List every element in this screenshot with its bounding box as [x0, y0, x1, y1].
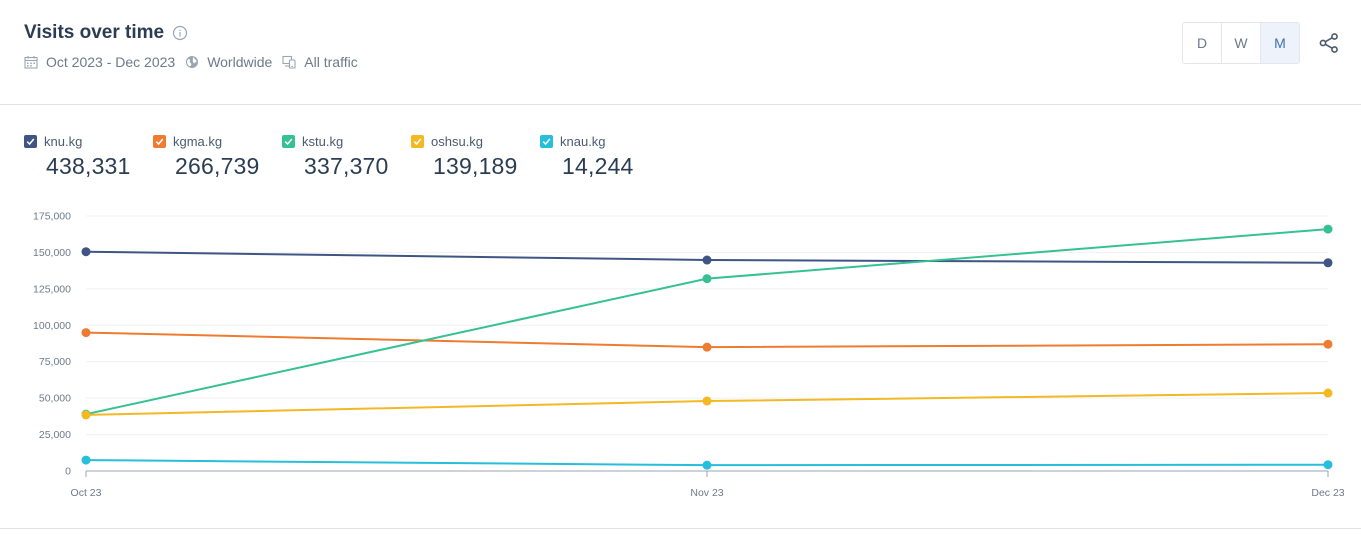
legend-total: 438,331	[46, 153, 131, 179]
traffic-filter[interactable]: All traffic	[282, 54, 358, 70]
data-point-kstu.kg	[1323, 224, 1333, 234]
chart-legend: knu.kg 438,331 kgma.kg 266,739 kstu.kg 3…	[24, 133, 669, 180]
check-icon	[155, 138, 164, 145]
y-tick-label: 50,000	[39, 393, 71, 405]
legend-item-knu[interactable]: knu.kg 438,331	[24, 133, 153, 180]
legend-label: kgma.kg	[173, 133, 223, 149]
legend-item-kstu[interactable]: kstu.kg 337,370	[282, 133, 411, 180]
region-filter[interactable]: Worldwide	[185, 54, 272, 70]
legend-item-kgma[interactable]: kgma.kg 266,739	[153, 133, 282, 180]
check-icon	[284, 138, 293, 145]
y-tick-label: 100,000	[33, 320, 71, 332]
granularity-toggle: D W M	[1182, 22, 1300, 64]
y-tick-label: 25,000	[39, 429, 71, 441]
data-point-kgma.kg	[81, 328, 91, 338]
x-tick-label: Dec 23	[1311, 487, 1344, 499]
data-point-oshsu.kg	[702, 396, 712, 406]
filter-summary: Oct 2023 - Dec 2023 Worldwide All traffi…	[24, 54, 368, 70]
y-tick-label: 0	[65, 466, 71, 478]
legend-label: kstu.kg	[302, 133, 344, 149]
legend-total: 139,189	[433, 153, 518, 179]
legend-item-oshsu[interactable]: oshsu.kg 139,189	[411, 133, 540, 180]
footer-divider	[0, 528, 1361, 529]
calendar-icon	[24, 56, 38, 69]
date-range-text: Oct 2023 - Dec 2023	[46, 54, 176, 70]
legend-total: 266,739	[175, 153, 260, 179]
granularity-day-button[interactable]: D	[1183, 23, 1222, 63]
share-icon[interactable]	[1318, 32, 1340, 54]
title-row: Visits over time	[24, 22, 188, 44]
y-tick-label: 125,000	[33, 283, 71, 295]
legend-checkbox[interactable]	[24, 134, 37, 148]
legend-checkbox[interactable]	[282, 134, 295, 148]
granularity-week-button[interactable]: W	[1222, 23, 1261, 63]
data-point-kgma.kg	[1323, 339, 1333, 349]
y-tick-label: 75,000	[39, 356, 71, 368]
data-point-kstu.kg	[702, 274, 712, 284]
data-point-knu.kg	[1323, 258, 1333, 268]
y-tick-label: 175,000	[33, 211, 71, 223]
y-tick-label: 150,000	[33, 247, 71, 259]
legend-checkbox[interactable]	[153, 134, 166, 148]
data-point-oshsu.kg	[81, 410, 91, 420]
check-icon	[413, 138, 422, 145]
data-point-knau.kg	[702, 460, 712, 470]
traffic-text: All traffic	[304, 54, 358, 70]
check-icon	[26, 138, 35, 145]
globe-icon	[186, 56, 199, 68]
data-point-knu.kg	[702, 255, 712, 265]
legend-checkbox[interactable]	[411, 134, 424, 148]
granularity-month-button[interactable]: M	[1261, 23, 1299, 63]
line-chart: 0 25,000 50,000 75,000 100,000 125,000 150,000…	[33, 211, 1345, 500]
widget-header: Visits over time	[0, 0, 1361, 105]
data-point-knu.kg	[81, 247, 91, 257]
legend-total: 14,244	[562, 153, 634, 179]
info-icon[interactable]	[172, 25, 188, 41]
data-point-kgma.kg	[702, 342, 712, 352]
legend-label: oshsu.kg	[431, 133, 484, 149]
legend-label: knau.kg	[560, 133, 606, 149]
legend-checkbox[interactable]	[540, 134, 553, 148]
data-point-oshsu.kg	[1323, 388, 1333, 398]
date-range-filter[interactable]: Oct 2023 - Dec 2023	[24, 54, 175, 70]
legend-total: 337,370	[304, 153, 389, 179]
legend-label: knu.kg	[44, 133, 83, 149]
region-text: Worldwide	[207, 54, 273, 70]
x-tick-label: Oct 23	[71, 487, 102, 499]
chart-title: Visits over time	[24, 22, 165, 43]
legend-item-knau[interactable]: knau.kg 14,244	[540, 133, 669, 180]
data-point-knau.kg	[1323, 460, 1333, 470]
check-icon	[542, 138, 551, 145]
x-tick-label: Nov 23	[690, 487, 723, 499]
devices-icon	[282, 55, 296, 69]
data-point-knau.kg	[81, 455, 91, 465]
